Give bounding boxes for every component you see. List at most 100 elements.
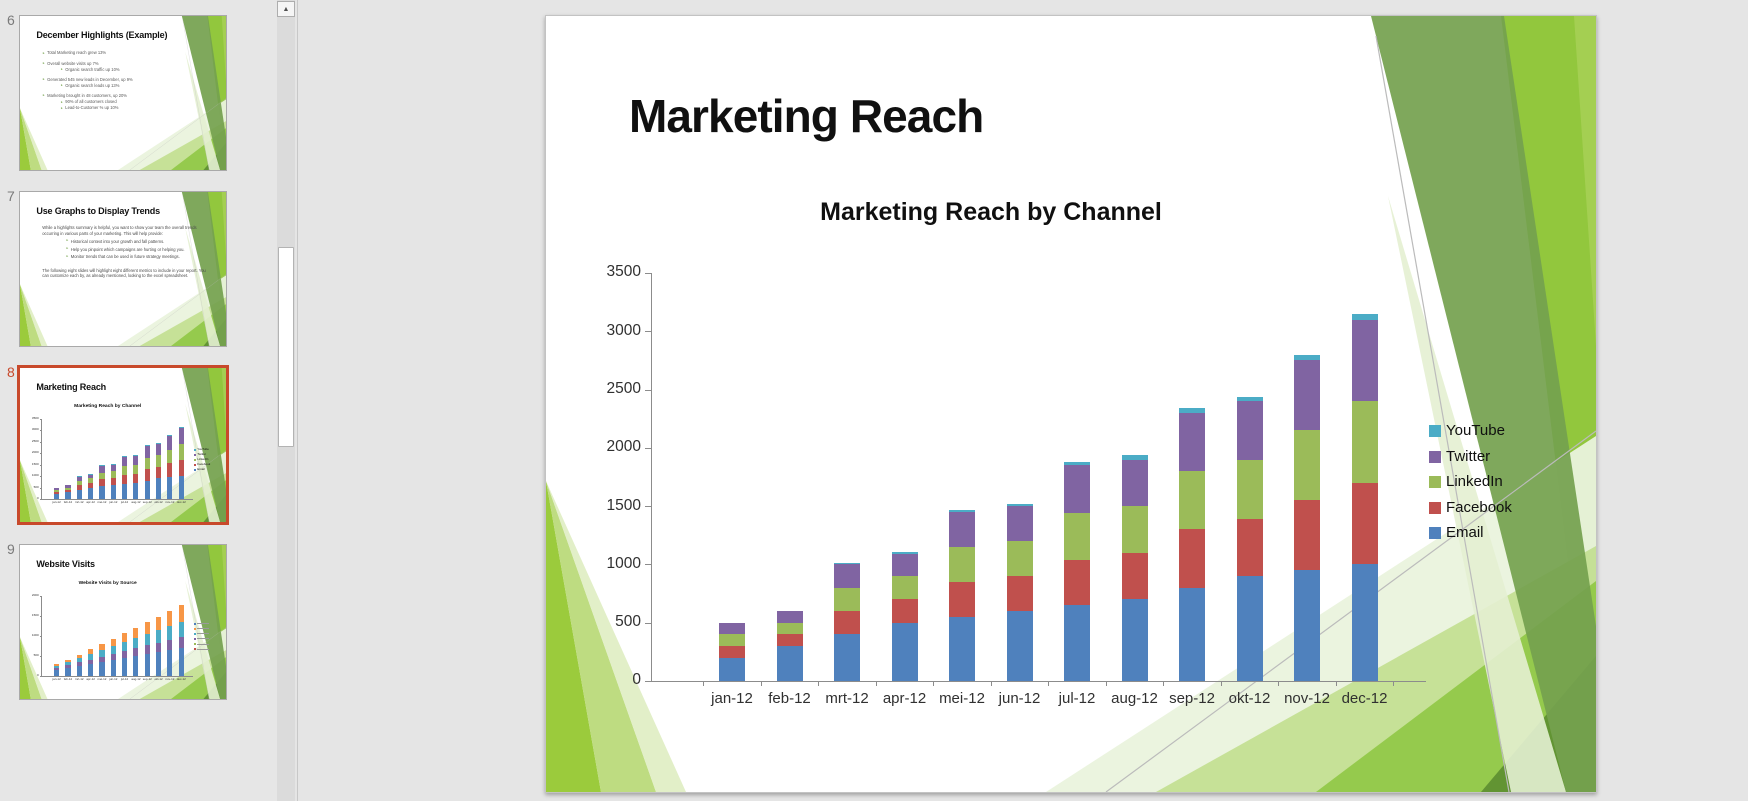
bar-segment [719,622,745,635]
x-tick [107,676,109,677]
slide-thumbnail-8[interactable]: Marketing Reach Marketing Reach by Channe… [17,365,229,525]
bar-segment [1236,459,1263,519]
bullet-text: Generated 545 new leads in December, up … [47,76,133,82]
bar-segment [144,457,150,470]
bar-segment [891,552,918,554]
legend-item[interactable]: Twitter [197,452,206,457]
bullet-marker-icon: ► [42,77,46,82]
bar-segment [110,464,116,465]
bar-segment [719,657,745,681]
x-axis-label: feb-12 [768,690,811,707]
bar-segment [156,442,162,444]
x-axis-label: dec-12 [1341,690,1388,707]
bullet-item: ► Monitor trends that can be used in futu… [66,254,212,259]
x-axis-label: mrt-12 [75,676,84,681]
legend-item[interactable]: LinkedIn [197,457,209,462]
deco-top-right-band [181,192,226,346]
deco-pale-sliver [1388,196,1566,792]
bar-segment [54,492,60,495]
x-tick [1393,681,1395,686]
slide-thumbnail-7[interactable]: Use Graphs to Display Trends While a high… [19,191,227,347]
legend-item [197,638,209,640]
scroll-up-button[interactable]: ▲ [277,1,295,17]
y-tick [645,389,651,391]
y-axis-line [40,418,42,499]
x-axis-label: aug-12 [131,676,141,681]
slide-canvas-inner: Marketing Reach Marketing Reach by Channe… [546,16,1596,792]
legend-swatch [193,632,196,635]
bar-segment [99,486,105,499]
legend-item[interactable]: LinkedIn [1446,473,1503,490]
bar-segment [122,456,128,466]
bar-segment [110,485,116,499]
legend-item[interactable]: YouTube [1446,422,1505,439]
deco-diagonal-line [129,98,226,170]
bar-segment [1179,587,1205,681]
x-tick [1278,681,1280,686]
scrollbar-thumb[interactable] [278,247,294,447]
x-tick [73,676,75,677]
x-axis-label: nov-12 [1284,690,1330,707]
x-axis-label: feb-12 [63,676,73,681]
deco-bottom-left-pale [20,637,48,699]
legend-swatch [1429,425,1441,437]
y-tick [39,464,41,466]
slide-canvas[interactable]: Marketing Reach Marketing Reach by Channe… [545,15,1597,793]
x-tick [1335,681,1337,686]
bar-segment [156,642,162,652]
bullet-text: Organic search traffic up 10% [65,66,120,72]
slide-title[interactable]: December Highlights (Example) [36,30,168,41]
deco-diagonal-line [1105,430,1596,792]
x-axis-label: jul-12 [121,676,129,681]
x-axis-line [651,681,1426,682]
x-axis-label: sep-12 [142,676,152,681]
legend-item[interactable]: Facebook [197,462,211,467]
chart-area[interactable]: Marketing Reach by Channel 0 500 1000 1500 20… [20,368,226,522]
bar-segment [1121,459,1148,507]
y-tick [645,681,651,682]
x-tick [96,499,98,500]
bar-segment [834,611,860,635]
y-tick [39,655,41,657]
panel-divider[interactable] [297,0,298,801]
legend-item[interactable]: Email [197,467,205,472]
x-axis-label: mrt-12 [825,690,869,707]
slide-number-6[interactable]: 6 [7,12,15,28]
bar-segment [110,653,116,660]
y-axis-label: 0 [632,671,641,689]
bullet-text: 90% of all customers closed [65,99,117,105]
legend-item[interactable]: Twitter [1446,447,1491,465]
legend-item[interactable]: YouTube [197,447,209,452]
x-axis-label: mei-12 [97,499,107,504]
x-axis-label: jun-12 [109,676,118,681]
x-tick [118,499,120,500]
legend-swatch [193,647,196,650]
chart-area[interactable]: Website Visits by Source 0 500 1000 1500 2000… [20,545,226,699]
slide-title[interactable]: Website Visits [36,559,95,570]
chart-area[interactable]: Marketing Reach by Channel 0 500 1000 1500 20… [546,16,1596,792]
bar-segment [1351,313,1378,320]
slide-title[interactable]: Marketing Reach [36,382,107,393]
legend-item[interactable]: Facebook [1446,498,1512,516]
deco-diagonal-line [182,19,210,170]
bar-segment [1236,401,1263,460]
x-axis-label: aug-12 [131,499,141,504]
x-tick [107,499,109,500]
deco-diagonal-line [129,274,226,346]
slide-title[interactable]: Marketing Reach [629,90,984,142]
legend-item[interactable]: Email [1446,524,1484,541]
slide-thumbnail-9[interactable]: Website Visits Website Visits by Source 0 5… [19,544,227,700]
bar-segment [1236,576,1263,681]
x-axis-label: jul-12 [121,499,129,504]
bar-segment [110,478,116,486]
slide-number-8[interactable]: 8 [7,364,15,380]
slide-number-9[interactable]: 9 [7,541,15,557]
slide-title[interactable]: Use Graphs to Display Trends [36,206,160,217]
slide-number-7[interactable]: 7 [7,188,15,204]
x-tick [175,499,177,500]
slide-thumbnail-6[interactable]: December Highlights (Example) ► Total Mark… [19,15,227,171]
bar-segment [1294,354,1320,361]
intro-paragraph: While a highlights summary is helpful, y… [42,225,197,236]
bar-segment [178,459,184,477]
bar-segment [65,665,71,668]
